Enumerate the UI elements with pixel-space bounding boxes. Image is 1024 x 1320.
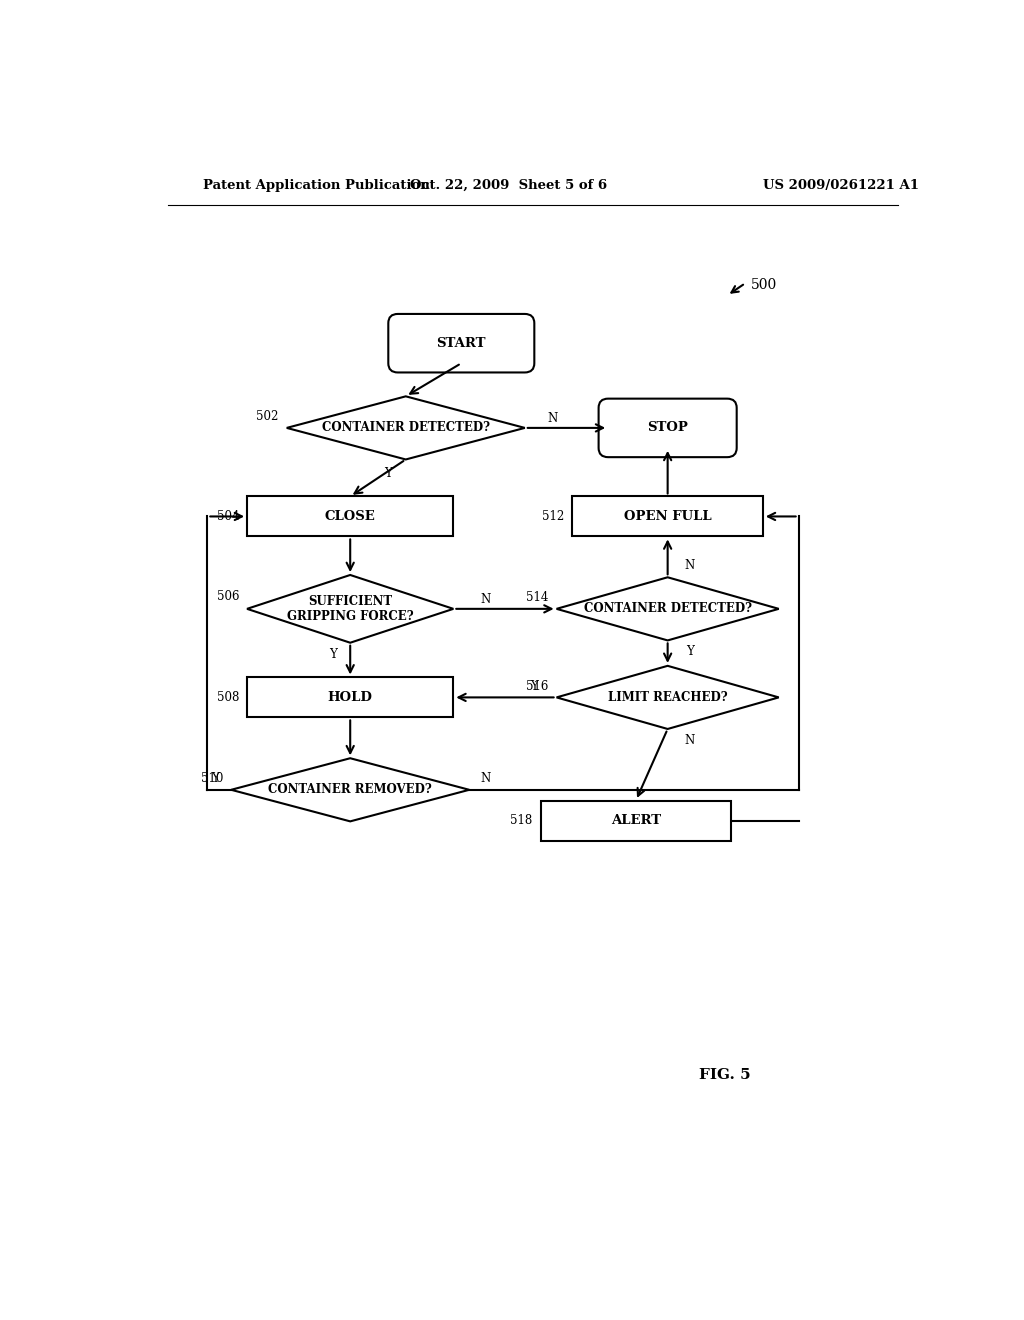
Text: Oct. 22, 2009  Sheet 5 of 6: Oct. 22, 2009 Sheet 5 of 6 bbox=[411, 178, 607, 191]
Text: 506: 506 bbox=[217, 590, 239, 603]
Text: 510: 510 bbox=[201, 772, 223, 785]
Text: CONTAINER DETECTED?: CONTAINER DETECTED? bbox=[322, 421, 489, 434]
Bar bbox=[247, 496, 454, 536]
Text: ALERT: ALERT bbox=[611, 814, 660, 828]
Polygon shape bbox=[247, 576, 454, 643]
Text: 504: 504 bbox=[217, 510, 239, 523]
Text: US 2009/0261221 A1: US 2009/0261221 A1 bbox=[763, 178, 919, 191]
Text: Y: Y bbox=[686, 645, 694, 659]
Text: Y: Y bbox=[530, 680, 539, 693]
Text: OPEN FULL: OPEN FULL bbox=[624, 510, 712, 523]
Text: 512: 512 bbox=[543, 510, 564, 523]
Bar bbox=[572, 496, 763, 536]
Text: Patent Application Publication: Patent Application Publication bbox=[204, 178, 430, 191]
Polygon shape bbox=[557, 665, 779, 729]
Text: 508: 508 bbox=[217, 690, 239, 704]
Text: 514: 514 bbox=[526, 591, 549, 605]
Text: N: N bbox=[685, 560, 695, 573]
Text: N: N bbox=[685, 734, 695, 747]
Text: CONTAINER DETECTED?: CONTAINER DETECTED? bbox=[584, 602, 752, 615]
FancyBboxPatch shape bbox=[599, 399, 736, 457]
Text: FIG. 5: FIG. 5 bbox=[699, 1068, 751, 1081]
Text: 500: 500 bbox=[751, 279, 777, 293]
Polygon shape bbox=[557, 577, 779, 640]
Text: LIMIT REACHED?: LIMIT REACHED? bbox=[608, 690, 727, 704]
FancyBboxPatch shape bbox=[388, 314, 535, 372]
Polygon shape bbox=[231, 758, 469, 821]
Text: N: N bbox=[480, 772, 490, 785]
Text: CLOSE: CLOSE bbox=[325, 510, 376, 523]
Text: Y: Y bbox=[211, 772, 219, 785]
Text: CONTAINER REMOVED?: CONTAINER REMOVED? bbox=[268, 783, 432, 796]
Text: SUFFICIENT
GRIPPING FORCE?: SUFFICIENT GRIPPING FORCE? bbox=[287, 595, 414, 623]
Text: 502: 502 bbox=[256, 411, 279, 422]
Text: STOP: STOP bbox=[647, 421, 688, 434]
Text: 516: 516 bbox=[526, 680, 549, 693]
Bar bbox=[541, 800, 731, 841]
Text: Y: Y bbox=[384, 467, 392, 480]
Text: N: N bbox=[480, 593, 490, 606]
Text: START: START bbox=[436, 337, 486, 350]
Text: Y: Y bbox=[329, 648, 337, 661]
Bar bbox=[247, 677, 454, 718]
Polygon shape bbox=[287, 396, 525, 459]
Text: HOLD: HOLD bbox=[328, 690, 373, 704]
Text: N: N bbox=[548, 412, 558, 425]
Text: 518: 518 bbox=[511, 814, 532, 828]
